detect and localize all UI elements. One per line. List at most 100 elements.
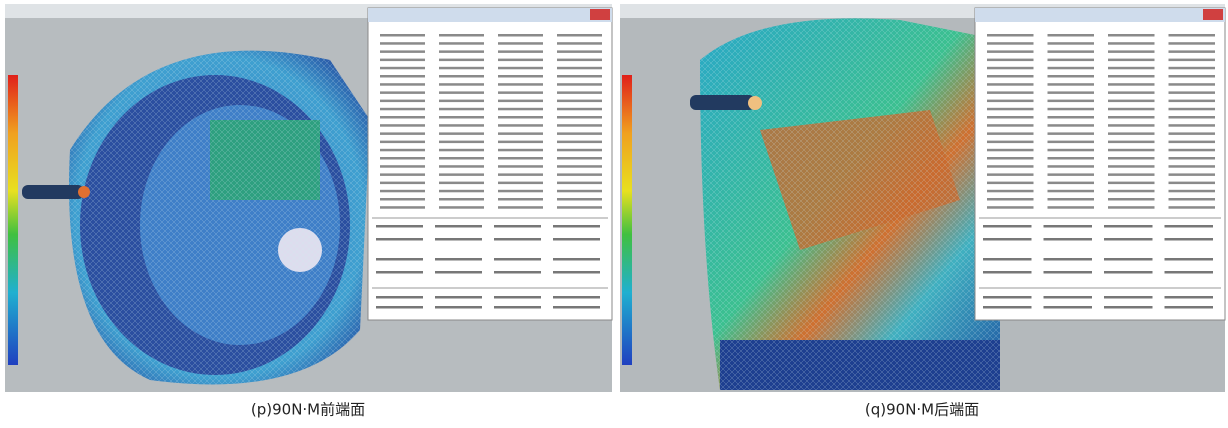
table-cell: [498, 182, 543, 185]
table-cell: [1169, 83, 1216, 86]
summary-cell: [553, 271, 600, 274]
table-cell: [380, 132, 425, 135]
summary-cell: [376, 296, 423, 299]
load-point: [78, 186, 90, 198]
table-cell: [498, 165, 543, 168]
shaft: [22, 185, 84, 199]
table-cell: [380, 206, 425, 209]
table-cell: [1169, 59, 1216, 62]
table-cell: [380, 67, 425, 70]
table-cell: [1108, 50, 1155, 53]
summary-cell: [553, 296, 600, 299]
load-point: [748, 96, 762, 110]
table-cell: [498, 75, 543, 78]
table-cell: [439, 42, 484, 45]
table-cell: [1048, 132, 1095, 135]
table-cell: [987, 198, 1034, 201]
table-cell: [1169, 173, 1216, 176]
panel-p: [5, 4, 612, 392]
table-cell: [987, 75, 1034, 78]
table-cell: [1108, 141, 1155, 144]
table-cell: [439, 190, 484, 193]
summary-cell: [983, 238, 1032, 241]
summary-cell: [494, 306, 541, 309]
summary-cell: [494, 296, 541, 299]
table-cell: [1108, 116, 1155, 119]
close-button[interactable]: [1203, 9, 1223, 20]
table-cell: [439, 157, 484, 160]
table-cell: [987, 50, 1034, 53]
table-cell: [498, 59, 543, 62]
table-cell: [1048, 149, 1095, 152]
summary-cell: [376, 258, 423, 261]
table-cell: [987, 34, 1034, 37]
table-cell: [380, 165, 425, 168]
table-cell: [1169, 100, 1216, 103]
table-cell: [987, 157, 1034, 160]
summary-cell: [1165, 225, 1214, 228]
summary-cell: [494, 258, 541, 261]
summary-cell: [494, 271, 541, 274]
table-cell: [1048, 91, 1095, 94]
table-cell: [498, 149, 543, 152]
table-cell: [439, 59, 484, 62]
window-titlebar: [368, 8, 612, 22]
table-cell: [439, 165, 484, 168]
table-cell: [439, 75, 484, 78]
table-cell: [1108, 132, 1155, 135]
table-cell: [380, 42, 425, 45]
table-cell: [439, 50, 484, 53]
table-cell: [1048, 108, 1095, 111]
table-cell: [498, 34, 543, 37]
result-window: [368, 8, 612, 320]
table-cell: [1169, 108, 1216, 111]
table-cell: [557, 198, 602, 201]
figure: (p)90N·M前端面 (q)90N·M后端面: [0, 0, 1228, 428]
table-cell: [1108, 190, 1155, 193]
table-cell: [380, 108, 425, 111]
table-cell: [439, 100, 484, 103]
color-legend: [622, 75, 632, 365]
summary-cell: [435, 271, 482, 274]
window-titlebar: [975, 8, 1225, 22]
table-cell: [439, 182, 484, 185]
table-cell: [1169, 149, 1216, 152]
table-cell: [1169, 190, 1216, 193]
table-cell: [1108, 67, 1155, 70]
table-cell: [987, 165, 1034, 168]
summary-cell: [435, 238, 482, 241]
table-cell: [557, 108, 602, 111]
table-cell: [1169, 42, 1216, 45]
table-cell: [439, 108, 484, 111]
table-cell: [1048, 83, 1095, 86]
table-cell: [1108, 100, 1155, 103]
table-cell: [1108, 42, 1155, 45]
summary-cell: [1104, 258, 1153, 261]
table-cell: [1048, 198, 1095, 201]
table-cell: [1108, 206, 1155, 209]
summary-cell: [1165, 306, 1214, 309]
table-cell: [557, 182, 602, 185]
table-cell: [1108, 59, 1155, 62]
table-cell: [557, 91, 602, 94]
table-cell: [498, 116, 543, 119]
summary-cell: [1044, 271, 1093, 274]
close-button[interactable]: [590, 9, 610, 20]
summary-cell: [1044, 306, 1093, 309]
table-cell: [557, 67, 602, 70]
summary-cell: [1104, 271, 1153, 274]
table-cell: [1048, 173, 1095, 176]
table-cell: [1048, 59, 1095, 62]
summary-cell: [983, 306, 1032, 309]
table-cell: [1048, 165, 1095, 168]
table-cell: [557, 116, 602, 119]
summary-cell: [553, 225, 600, 228]
table-cell: [498, 108, 543, 111]
table-cell: [1048, 182, 1095, 185]
table-cell: [439, 141, 484, 144]
table-cell: [439, 206, 484, 209]
summary-cell: [1044, 296, 1093, 299]
table-cell: [1169, 124, 1216, 127]
table-cell: [439, 83, 484, 86]
table-cell: [1108, 173, 1155, 176]
